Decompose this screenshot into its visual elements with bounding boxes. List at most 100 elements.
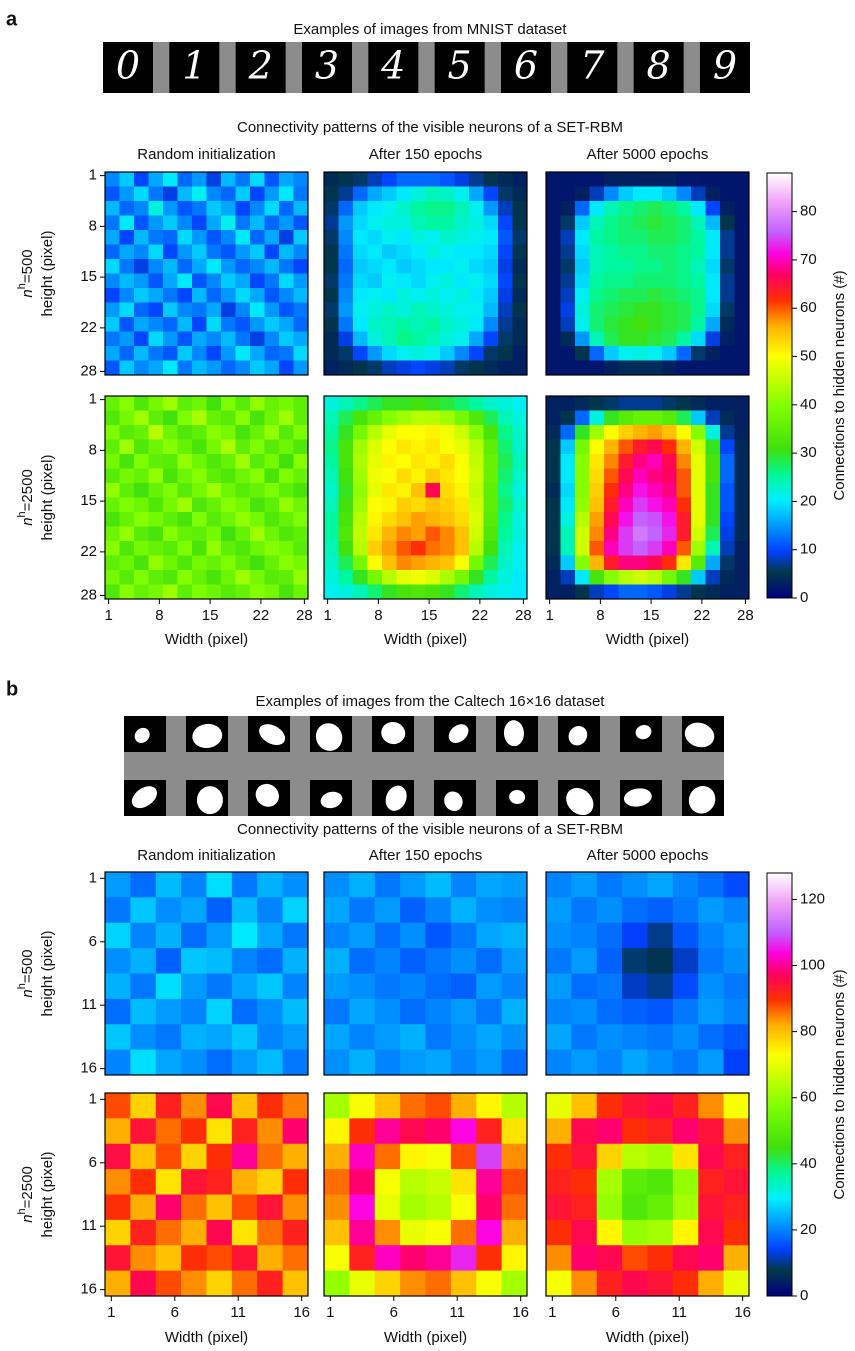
- heatmap-cell: [484, 498, 499, 513]
- heatmap-cell: [221, 570, 236, 585]
- heatmap-cell: [149, 585, 164, 600]
- heatmap-cell: [156, 872, 182, 898]
- x-tick-label: 22: [472, 607, 489, 624]
- heatmap-cell: [735, 527, 750, 542]
- heatmap-cell: [149, 288, 164, 303]
- heatmap-cell: [120, 303, 135, 318]
- heatmap-cell: [250, 230, 265, 245]
- heatmap-cell: [484, 346, 499, 361]
- heatmap-cell: [368, 303, 383, 318]
- heatmap-cell: [411, 425, 426, 440]
- heatmap-cell: [561, 498, 576, 513]
- heatmap-cell: [105, 1024, 131, 1050]
- heatmap-cell: [546, 923, 572, 949]
- heatmap-cell: [192, 361, 207, 376]
- heatmap-cell: [476, 1195, 502, 1221]
- heatmap-cell: [324, 1050, 350, 1076]
- heatmap-cell: [349, 1144, 375, 1170]
- heatmap-cell: [484, 556, 499, 571]
- row-axis-label: height (pixel): [39, 231, 56, 317]
- heatmap-cell: [426, 332, 441, 347]
- heatmap-cell: [294, 512, 309, 527]
- heatmap-cell: [349, 1024, 375, 1050]
- heatmap-cell: [498, 527, 513, 542]
- heatmap-cell: [469, 512, 484, 527]
- heatmap-cell: [192, 230, 207, 245]
- heatmap-cell: [382, 498, 397, 513]
- heatmap-cell: [134, 288, 149, 303]
- heatmap-cell: [590, 303, 605, 318]
- heatmap-cell: [513, 527, 528, 542]
- heatmap-cell: [597, 1195, 623, 1221]
- colorbar-label: Connections to hidden neurons (#): [831, 969, 848, 1199]
- heatmap-cell: [513, 346, 528, 361]
- heatmap-cell: [575, 259, 590, 274]
- heatmap-cell: [411, 483, 426, 498]
- heatmap-cell: [134, 527, 149, 542]
- colorbar: [767, 873, 792, 1296]
- heatmap-cell: [455, 396, 470, 411]
- heatmap-cell: [120, 259, 135, 274]
- heatmap-cell: [283, 1169, 309, 1195]
- heatmap-cell: [400, 1245, 426, 1271]
- heatmap-cell: [720, 317, 735, 332]
- heatmap-cell: [648, 483, 663, 498]
- heatmap-cell: [149, 303, 164, 318]
- heatmap-cell: [662, 187, 677, 202]
- heatmap-cell: [411, 469, 426, 484]
- heatmap-cell: [476, 1220, 502, 1246]
- heatmap-cell: [397, 498, 412, 513]
- heatmap-cell: [163, 172, 178, 187]
- heatmap-cell: [622, 1220, 648, 1246]
- heatmap-cell: [368, 230, 383, 245]
- heatmap-cell: [484, 396, 499, 411]
- heatmap-cell: [368, 527, 383, 542]
- heatmap-cell: [706, 274, 721, 289]
- heatmap-cell: [561, 556, 576, 571]
- heatmap-cell: [207, 1195, 233, 1221]
- heatmap-cell: [279, 541, 294, 556]
- heatmap-cell: [720, 556, 735, 571]
- heatmap-cell: [221, 541, 236, 556]
- heatmap-cell: [546, 1220, 572, 1246]
- heatmap-cell: [250, 469, 265, 484]
- heatmap-cell: [232, 1169, 258, 1195]
- column-title: Random initialization: [137, 146, 275, 163]
- column-title: After 5000 epochs: [587, 847, 709, 864]
- heatmap-cell: [513, 556, 528, 571]
- heatmap-cell: [677, 201, 692, 216]
- heatmap-cell: [720, 288, 735, 303]
- heatmap-cell: [207, 483, 222, 498]
- heatmap-cell: [546, 274, 561, 289]
- heatmap-cell: [619, 541, 634, 556]
- heatmap-cell: [207, 1245, 233, 1271]
- heatmap-cell: [546, 585, 561, 600]
- heatmap-cell: [440, 512, 455, 527]
- heatmap-cell: [257, 897, 283, 923]
- heatmap-cell: [349, 1050, 375, 1076]
- heatmap-cell: [134, 469, 149, 484]
- heatmap-cell: [250, 483, 265, 498]
- heatmap-cell: [648, 999, 674, 1025]
- heatmap-cell: [192, 440, 207, 455]
- heatmap-cell: [604, 201, 619, 216]
- heatmap-cell: [633, 498, 648, 513]
- heatmap-cell: [353, 541, 368, 556]
- heatmap-cell: [469, 172, 484, 187]
- heatmap-cell: [397, 216, 412, 231]
- heatmap-cell: [349, 1169, 375, 1195]
- heatmap-cell: [236, 570, 251, 585]
- heatmap-cell: [236, 541, 251, 556]
- heatmap-cell: [265, 317, 280, 332]
- heatmap-cell: [476, 1245, 502, 1271]
- heatmap-cell: [207, 425, 222, 440]
- heatmap-cell: [279, 556, 294, 571]
- heatmap-cell: [604, 187, 619, 202]
- heatmap-cell: [279, 332, 294, 347]
- heatmap-cell: [451, 1245, 477, 1271]
- x-tick-label: 22: [694, 607, 711, 624]
- heatmap-cell: [575, 230, 590, 245]
- heatmap-cell: [163, 454, 178, 469]
- heatmap-cell: [283, 872, 309, 898]
- heatmap-cell: [546, 411, 561, 426]
